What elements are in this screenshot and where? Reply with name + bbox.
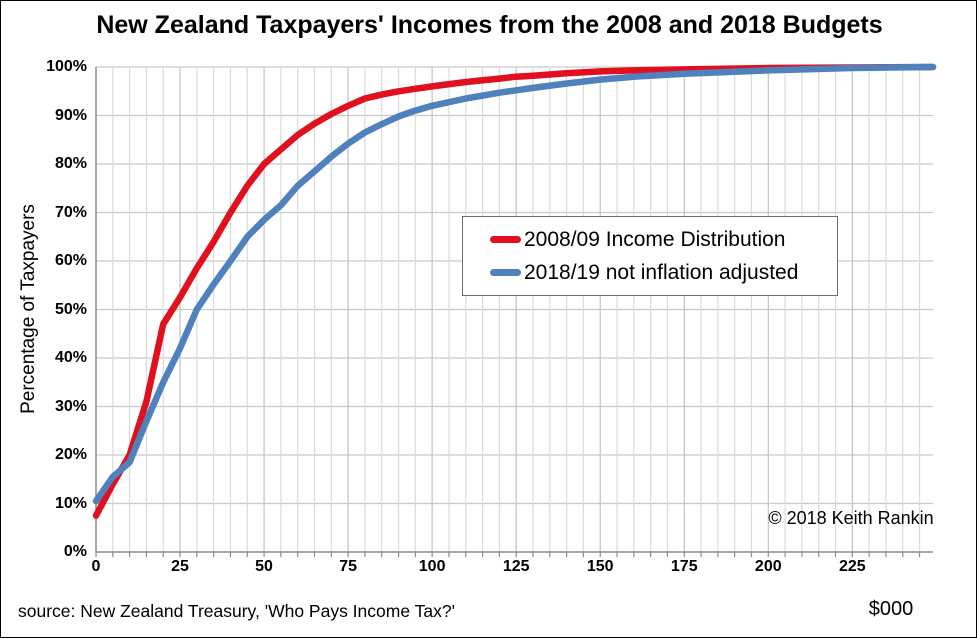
x-tick-label: 75 [339, 558, 357, 575]
y-tick-label: 50% [54, 300, 87, 318]
legend: 2008/09 Income Distribution 2018/19 not … [462, 216, 838, 296]
legend-label-2018: 2018/19 not inflation adjusted [524, 260, 799, 284]
x-tick-label: 50 [255, 558, 273, 575]
chart-title: New Zealand Taxpayers' Incomes from the … [96, 11, 883, 39]
x-tick-label: 200 [754, 558, 782, 575]
x-tick-label: 100 [418, 558, 446, 575]
y-tick-label: 80% [54, 155, 87, 172]
y-tick-label: 20% [54, 446, 87, 463]
y-tick-label: 70% [54, 203, 87, 221]
legend-entry-2008: 2008/09 Income Distribution [490, 228, 837, 252]
x-tick-label: 0 [91, 558, 101, 575]
y-tick-label: 60% [54, 252, 87, 269]
x-tick-label: 225 [838, 558, 866, 575]
y-tick-label: 0% [63, 543, 87, 560]
x-tick-label: 150 [586, 558, 614, 575]
legend-line-blue-icon [490, 269, 521, 276]
y-tick-label: 30% [54, 397, 87, 415]
y-tick-label: 40% [54, 349, 87, 366]
x-tick-label: 25 [171, 558, 189, 575]
x-axis-unit-label: $000 [868, 598, 914, 620]
y-tick-label: 10% [54, 494, 87, 512]
y-tick-label: 90% [54, 106, 87, 124]
copyright-note: © 2018 Keith Rankin [768, 508, 934, 528]
legend-entry-2018: 2018/19 not inflation adjusted [490, 261, 837, 285]
source-note: source: New Zealand Treasury, 'Who Pays … [18, 601, 455, 621]
legend-label-2008: 2008/09 Income Distribution [524, 227, 786, 251]
y-tick-label: 100% [46, 58, 87, 75]
x-tick-label: 175 [670, 558, 698, 575]
legend-line-red-icon [490, 236, 521, 243]
x-tick-label: 125 [502, 558, 530, 575]
y-axis-title: Percentage of Taxpayers [18, 204, 39, 414]
